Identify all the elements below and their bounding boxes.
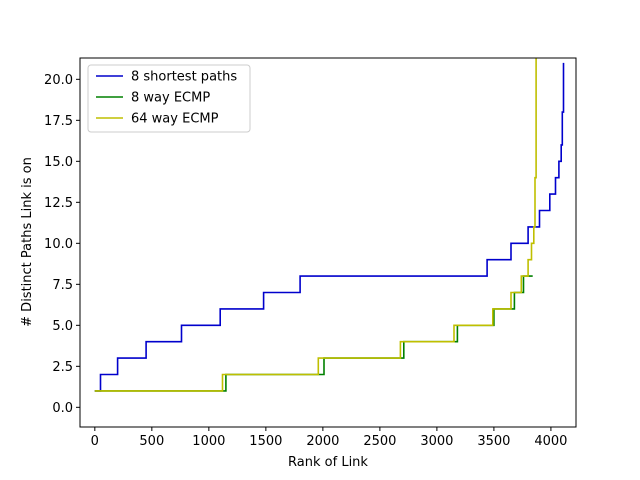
series-line-3 xyxy=(94,58,537,392)
x-tick-label: 3000 xyxy=(420,434,453,449)
x-tick-label: 2000 xyxy=(306,434,339,449)
y-tick-label: 5.0 xyxy=(52,319,73,334)
x-tick-label: 4000 xyxy=(534,434,567,449)
legend-items: 8 shortest paths 8 way ECMP 64 way ECMP xyxy=(96,70,237,127)
y-tick-label: 15.0 xyxy=(44,155,73,170)
x-tick-label: 1500 xyxy=(249,434,282,449)
series-layer xyxy=(94,58,565,392)
plot-frame xyxy=(79,57,577,428)
y-tick-label: 0.0 xyxy=(52,401,73,416)
y-axis-ticks: 0.0 2.5 5.0 7.5 10.0 12.5 15.0 17.5 20.0 xyxy=(44,73,80,416)
series-line-1 xyxy=(94,62,565,392)
y-tick-label: 7.5 xyxy=(52,278,73,293)
y-axis-label: # Distinct Paths Link is on xyxy=(20,157,35,327)
x-tick-label: 3500 xyxy=(477,434,510,449)
x-axis-ticks: 0 500 1000 1500 2000 2500 3000 3500 4000 xyxy=(91,427,567,449)
x-tick-label: 1000 xyxy=(192,434,225,449)
y-tick-label: 20.0 xyxy=(44,73,73,88)
y-tick-label: 17.5 xyxy=(44,114,73,129)
x-tick-label: 2500 xyxy=(363,434,396,449)
x-tick-label: 500 xyxy=(139,434,164,449)
legend-box xyxy=(87,64,251,133)
legend: 8 shortest paths 8 way ECMP 64 way ECMP xyxy=(87,64,251,133)
legend-label: 8 way ECMP xyxy=(131,91,210,106)
legend-label: 64 way ECMP xyxy=(131,112,219,127)
x-axis-label: Rank of Link xyxy=(288,455,368,470)
y-tick-label: 10.0 xyxy=(44,237,73,252)
x-tick-label: 0 xyxy=(91,434,99,449)
y-tick-label: 12.5 xyxy=(44,196,73,211)
legend-label: 8 shortest paths xyxy=(131,70,237,85)
y-tick-label: 2.5 xyxy=(52,360,73,375)
